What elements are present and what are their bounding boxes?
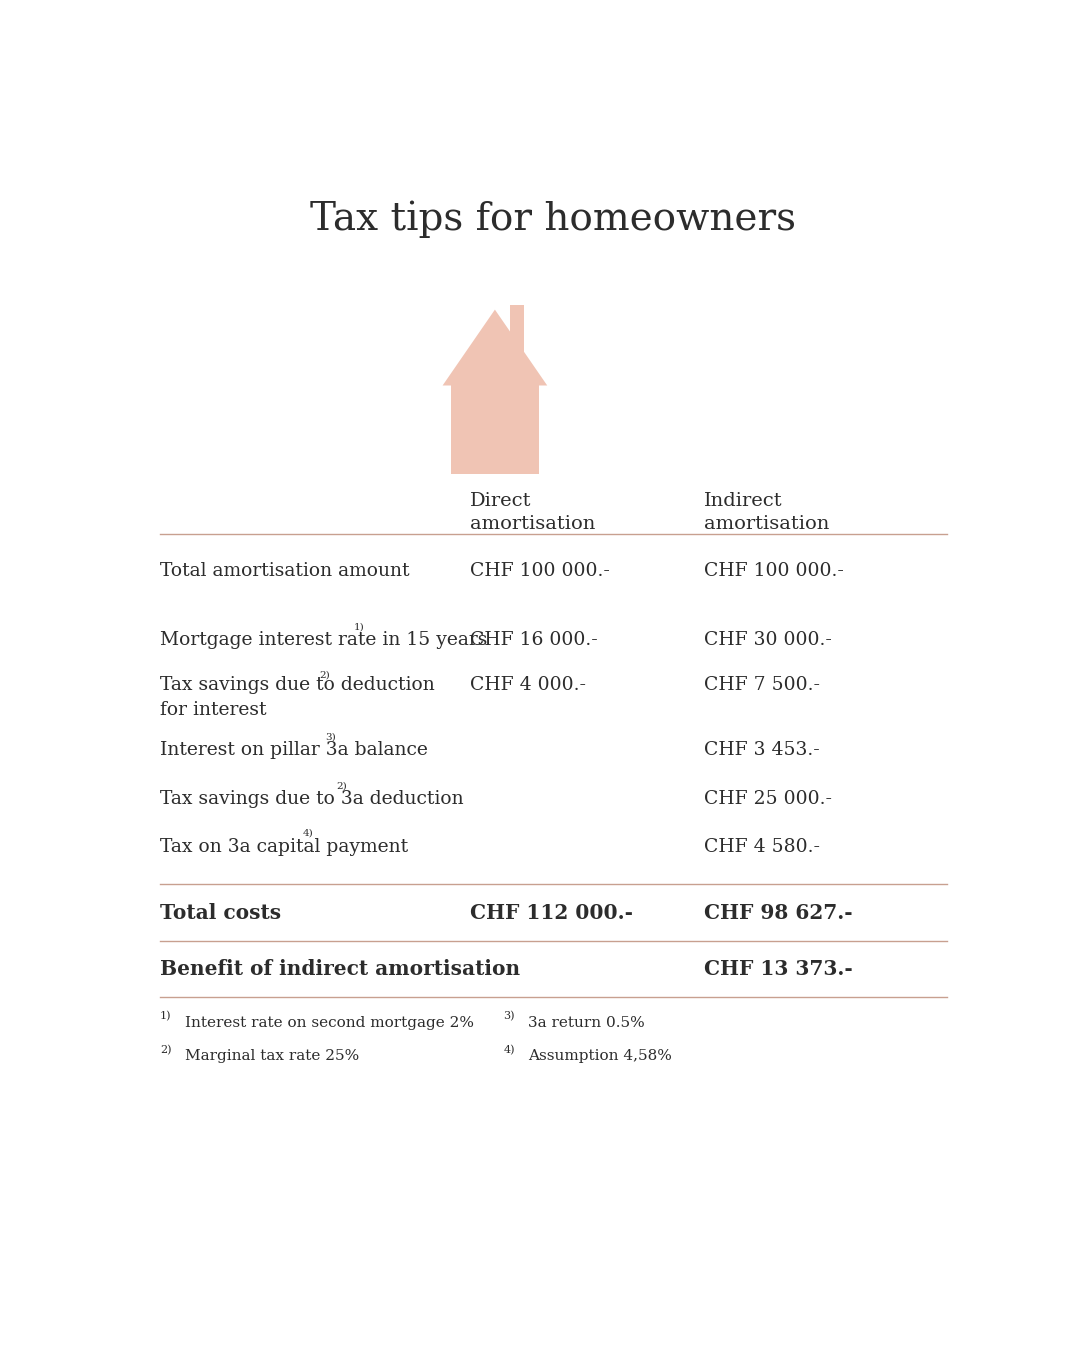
Text: 2): 2) [320,671,330,680]
Text: Tax savings due to 3a deduction: Tax savings due to 3a deduction [160,790,463,809]
Text: CHF 100 000.-: CHF 100 000.- [704,562,845,579]
Text: Assumption 4,58%: Assumption 4,58% [528,1049,672,1062]
Text: amortisation: amortisation [470,514,595,533]
Text: Benefit of indirect amortisation: Benefit of indirect amortisation [160,958,521,979]
Polygon shape [443,309,548,386]
Text: 3): 3) [325,732,336,741]
Text: CHF 30 000.-: CHF 30 000.- [704,632,832,649]
Text: Tax savings due to deduction: Tax savings due to deduction [160,676,435,694]
Text: CHF 25 000.-: CHF 25 000.- [704,790,833,809]
Text: CHF 7 500.-: CHF 7 500.- [704,676,820,694]
Text: CHF 112 000.-: CHF 112 000.- [470,903,633,922]
Text: CHF 98 627.-: CHF 98 627.- [704,903,853,922]
Text: Mortgage interest rate in 15 years: Mortgage interest rate in 15 years [160,632,487,649]
Text: 2): 2) [337,782,347,790]
Text: 3): 3) [503,1011,515,1022]
Text: 4): 4) [302,829,313,838]
Text: for interest: for interest [160,701,267,718]
Text: 4): 4) [503,1045,515,1054]
Text: Total amortisation amount: Total amortisation amount [160,562,409,579]
Text: CHF 4 000.-: CHF 4 000.- [470,676,585,694]
Text: CHF 100 000.-: CHF 100 000.- [470,562,610,579]
Text: 3a return 0.5%: 3a return 0.5% [528,1015,645,1030]
Text: Tax on 3a capital payment: Tax on 3a capital payment [160,838,408,856]
Text: Total costs: Total costs [160,903,281,922]
Bar [510,305,524,359]
Text: Marginal tax rate 25%: Marginal tax rate 25% [186,1049,360,1062]
Text: Interest on pillar 3a balance: Interest on pillar 3a balance [160,741,428,759]
Text: Tax tips for homeowners: Tax tips for homeowners [311,200,797,238]
Bar [451,386,539,474]
Text: 1): 1) [160,1011,172,1022]
Text: CHF 16 000.-: CHF 16 000.- [470,632,597,649]
Text: Indirect: Indirect [704,491,783,510]
Text: 2): 2) [160,1045,172,1054]
Text: 1): 1) [353,622,364,632]
Text: Direct: Direct [470,491,531,510]
Text: CHF 4 580.-: CHF 4 580.- [704,838,820,856]
Text: Interest rate on second mortgage 2%: Interest rate on second mortgage 2% [186,1015,474,1030]
Text: CHF 13 373.-: CHF 13 373.- [704,958,853,979]
Text: CHF 3 453.-: CHF 3 453.- [704,741,820,759]
Text: amortisation: amortisation [704,514,829,533]
